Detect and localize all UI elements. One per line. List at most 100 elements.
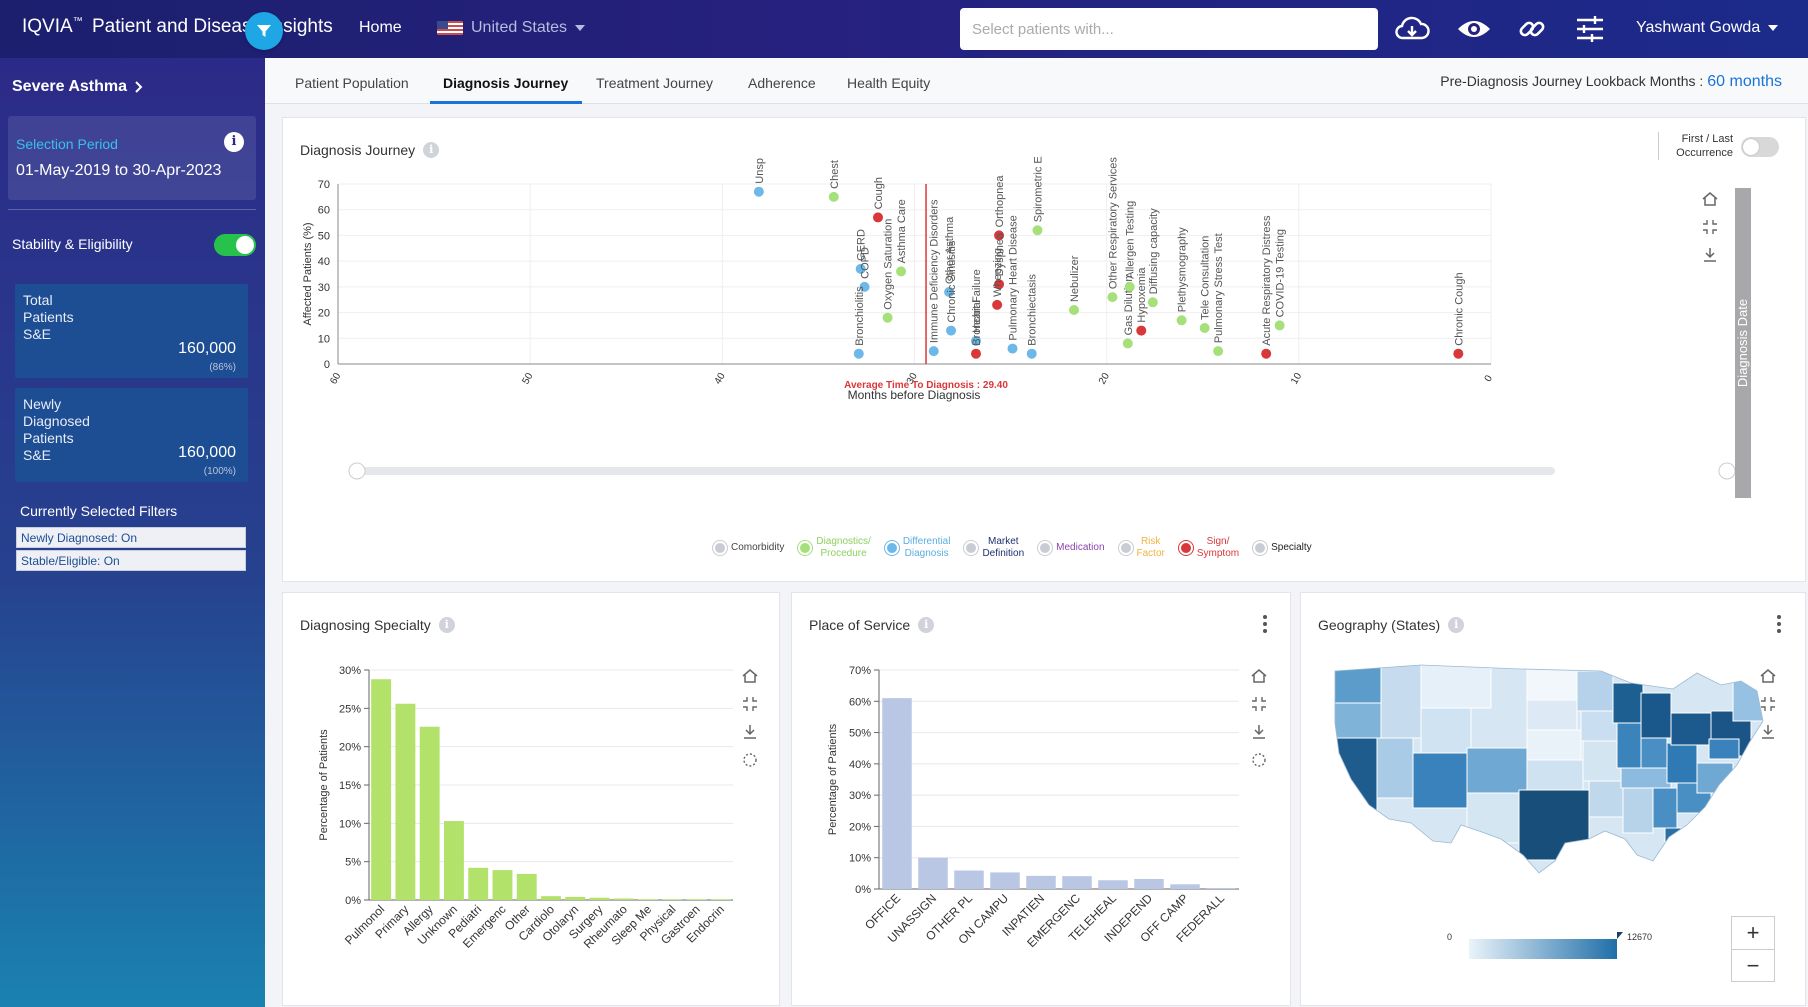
journey-point[interactable] <box>970 348 981 359</box>
bar[interactable] <box>371 679 392 900</box>
user-menu[interactable]: Yashwant Gowda <box>1636 19 1779 37</box>
journey-point[interactable] <box>828 191 839 202</box>
journey-point[interactable] <box>944 287 955 297</box>
reset-zoom-icon[interactable] <box>1250 751 1268 769</box>
bar[interactable] <box>492 870 513 900</box>
home-icon[interactable] <box>741 667 759 685</box>
bar[interactable] <box>918 857 948 889</box>
home-icon[interactable] <box>1701 190 1719 208</box>
journey-point[interactable] <box>994 230 1005 241</box>
range-slider-track[interactable] <box>355 467 1555 475</box>
info-icon[interactable]: i <box>423 142 440 158</box>
journey-point[interactable] <box>1213 346 1224 357</box>
link-icon[interactable] <box>1514 12 1550 46</box>
info-icon[interactable]: i <box>438 617 455 633</box>
bar[interactable] <box>468 867 489 900</box>
bar[interactable] <box>1170 884 1200 889</box>
bar[interactable] <box>613 898 634 900</box>
journey-point[interactable] <box>970 335 981 346</box>
bar[interactable] <box>1026 875 1056 889</box>
journey-point[interactable] <box>1032 225 1043 236</box>
bar[interactable] <box>686 899 707 900</box>
bar[interactable] <box>419 726 440 900</box>
patient-search-input[interactable] <box>960 8 1378 50</box>
filter-button[interactable] <box>245 12 283 50</box>
range-slider-handle-left[interactable] <box>348 462 366 480</box>
bar[interactable] <box>954 870 984 889</box>
journey-point[interactable] <box>1124 281 1135 292</box>
download-icon[interactable] <box>1250 723 1268 741</box>
tab-health-equity[interactable]: Health Equity <box>847 75 931 91</box>
zoom-fit-icon[interactable] <box>1759 695 1777 713</box>
lookback-value[interactable]: 60 months <box>1707 73 1782 90</box>
bar[interactable] <box>710 899 731 900</box>
journey-point[interactable] <box>1176 315 1187 326</box>
bar[interactable] <box>565 896 586 900</box>
more-options-icon[interactable] <box>1259 615 1271 633</box>
journey-point[interactable] <box>882 312 893 323</box>
zoom-in-button[interactable]: + <box>1746 920 1760 945</box>
bar[interactable] <box>541 896 561 900</box>
bar[interactable] <box>1206 888 1236 889</box>
bar[interactable] <box>443 821 464 900</box>
tab-patient-population[interactable]: Patient Population <box>295 75 409 91</box>
legend-item[interactable]: Risk Factor <box>1118 536 1165 560</box>
states-choropleth[interactable] <box>1321 653 1781 893</box>
journey-point[interactable] <box>1007 343 1018 354</box>
first-last-occurrence-toggle[interactable] <box>1741 137 1779 157</box>
journey-point[interactable] <box>1136 325 1147 336</box>
info-icon[interactable]: i <box>918 617 935 633</box>
download-icon[interactable] <box>1759 723 1777 741</box>
zoom-out-button[interactable]: − <box>1732 949 1774 981</box>
legend-item[interactable]: Differential Diagnosis <box>884 536 950 560</box>
download-icon[interactable] <box>741 723 759 741</box>
bar[interactable] <box>516 873 537 900</box>
journey-point[interactable] <box>992 299 1003 310</box>
zoom-fit-icon[interactable] <box>1250 695 1268 713</box>
info-icon[interactable]: i <box>224 132 244 152</box>
journey-point[interactable] <box>1147 297 1158 308</box>
bar[interactable] <box>589 897 610 900</box>
reset-zoom-icon[interactable] <box>741 751 759 769</box>
journey-point[interactable] <box>855 263 866 274</box>
bar[interactable] <box>662 899 683 900</box>
app-brand[interactable]: IQVIA™ Patient and Disease Insights <box>22 16 333 38</box>
legend-item[interactable]: Sign/ Symptom <box>1178 536 1239 560</box>
legend-item[interactable]: Diagnostics/ Procedure <box>798 536 871 560</box>
journey-point[interactable] <box>1107 292 1118 303</box>
filter-chip[interactable]: Stable/Eligible: On <box>16 550 246 571</box>
zoom-fit-icon[interactable] <box>741 695 759 713</box>
bar[interactable] <box>990 872 1020 889</box>
journey-point[interactable] <box>1026 348 1037 359</box>
more-options-icon[interactable] <box>1773 615 1785 633</box>
home-icon[interactable] <box>1250 667 1268 685</box>
journey-point[interactable] <box>946 325 957 336</box>
home-icon[interactable] <box>1759 667 1777 685</box>
journey-point[interactable] <box>1068 305 1079 315</box>
info-icon[interactable]: i <box>1448 617 1465 633</box>
legend-item[interactable]: Market Definition <box>964 536 1024 560</box>
journey-point[interactable] <box>994 279 1005 290</box>
legend-item[interactable]: Medication <box>1038 541 1105 555</box>
legend-item[interactable]: Comorbidity <box>713 541 784 555</box>
tab-diagnosis-journey[interactable]: Diagnosis Journey <box>443 75 569 91</box>
filter-chip[interactable]: Newly Diagnosed: On <box>16 527 246 548</box>
range-slider-handle-right[interactable] <box>1718 462 1736 480</box>
tab-treatment-journey[interactable]: Treatment Journey <box>596 75 713 91</box>
bar[interactable] <box>1134 878 1164 889</box>
journey-point[interactable] <box>1261 348 1272 359</box>
journey-point[interactable] <box>1199 323 1210 333</box>
sliders-icon[interactable] <box>1572 12 1608 46</box>
home-link[interactable]: Home <box>359 19 402 36</box>
download-icon[interactable] <box>1701 246 1719 264</box>
zoom-fit-icon[interactable] <box>1701 218 1719 236</box>
stability-toggle[interactable] <box>214 234 256 256</box>
journey-point[interactable] <box>753 186 764 197</box>
tab-adherence[interactable]: Adherence <box>748 75 816 91</box>
journey-point[interactable] <box>853 348 864 359</box>
bar[interactable] <box>882 698 912 889</box>
country-selector[interactable]: United States <box>437 19 586 37</box>
journey-point[interactable] <box>928 346 939 357</box>
journey-point[interactable] <box>1122 338 1133 349</box>
disease-selector[interactable]: Severe Asthma <box>12 78 143 96</box>
